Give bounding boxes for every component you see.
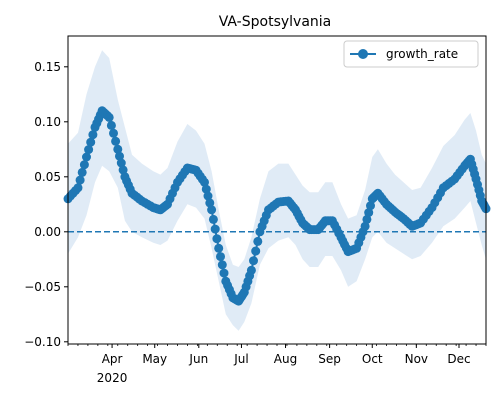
data-point xyxy=(82,152,91,162)
legend-box xyxy=(343,40,479,68)
data-point xyxy=(201,184,211,194)
data-point xyxy=(253,236,263,246)
x-tick-label: Dec xyxy=(447,352,470,366)
data-point xyxy=(207,205,217,215)
data-point xyxy=(115,151,124,161)
data-point xyxy=(77,167,87,177)
confidence-band-layer xyxy=(68,50,486,331)
data-point xyxy=(208,214,218,224)
data-point xyxy=(360,221,370,231)
y-tick-label: 0.15 xyxy=(34,60,61,74)
y-tick-label: 0.00 xyxy=(34,225,61,239)
data-point xyxy=(251,246,261,256)
legend-label: growth_rate xyxy=(386,47,458,61)
x-tick-label: Jun xyxy=(188,352,208,366)
data-point xyxy=(88,130,98,140)
data-point xyxy=(111,136,121,146)
x-tick-label: Jul xyxy=(233,352,248,366)
data-point xyxy=(109,128,118,138)
data-point xyxy=(79,160,89,170)
legend-marker-swatch xyxy=(358,49,368,59)
data-point xyxy=(113,144,123,154)
data-point xyxy=(362,214,372,224)
data-point xyxy=(104,112,114,122)
data-point xyxy=(366,201,375,211)
legend: growth_rate xyxy=(343,40,479,68)
x-tick-label: Sep xyxy=(318,352,341,366)
data-point xyxy=(118,165,128,175)
confidence-band xyxy=(68,50,486,331)
data-point xyxy=(249,256,258,266)
data-point xyxy=(246,265,256,275)
data-point xyxy=(210,224,220,234)
data-point xyxy=(73,183,83,193)
data-point xyxy=(364,208,374,218)
x-tick-label: May xyxy=(142,352,167,366)
x-tick-label: Oct xyxy=(362,352,383,366)
x-tick-year-label: 2020 xyxy=(97,371,128,385)
data-point xyxy=(106,120,116,130)
data-point xyxy=(116,158,126,168)
data-point xyxy=(200,177,209,187)
y-tick-label: 0.05 xyxy=(34,170,61,184)
data-point xyxy=(86,137,96,147)
data-point xyxy=(212,234,222,244)
data-point xyxy=(219,268,229,278)
x-tick-label: Nov xyxy=(405,352,428,366)
y-tick-label: −0.05 xyxy=(24,280,61,294)
x-tick-label: Apr xyxy=(102,352,123,366)
data-point xyxy=(214,243,224,253)
data-point xyxy=(205,198,215,208)
x-axis: Apr 2020 May Jun Jul Aug Sep Oct Nov Dec xyxy=(67,344,487,385)
data-point xyxy=(203,191,213,201)
data-point xyxy=(84,145,94,155)
series-marker-layer xyxy=(63,106,491,306)
y-tick-label: −0.10 xyxy=(24,335,61,349)
x-tick-label: Aug xyxy=(274,352,297,366)
y-axis: −0.10 −0.05 0.00 0.05 0.10 0.15 xyxy=(24,60,68,349)
chart-title: VA-Spotsylvania xyxy=(219,14,332,30)
data-point xyxy=(216,252,225,262)
data-point xyxy=(75,175,85,185)
y-tick-label: 0.10 xyxy=(34,115,61,129)
data-point xyxy=(217,260,227,270)
